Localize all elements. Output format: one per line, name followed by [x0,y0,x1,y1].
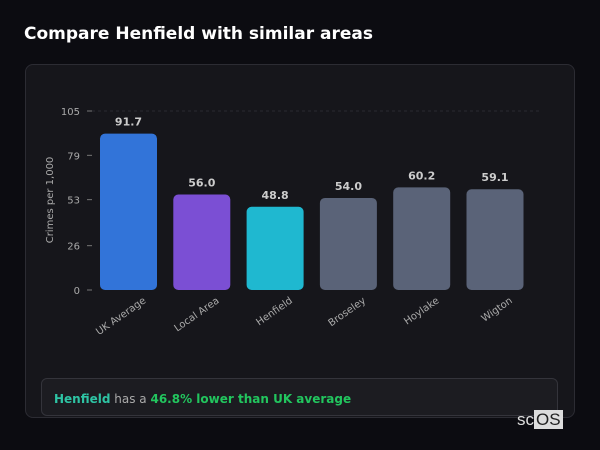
bar[interactable] [246,206,304,290]
data-label: 60.2 [408,169,435,182]
data-label: 59.1 [481,171,508,184]
x-tick-label: Wigton [480,295,515,324]
data-label: 54.0 [335,180,362,193]
y-axis-label: Crimes per 1,000 [45,157,56,244]
y-tick-label: 105 [61,107,80,118]
logo-text-box: OS [534,410,563,429]
bar[interactable] [100,133,157,290]
area-name: Henfield [54,392,111,406]
x-tick-label: Broseley [327,295,369,329]
page-title: Compare Henfield with similar areas [24,24,373,44]
logo: sc OS [517,410,563,430]
x-tick-label: Local Area [173,295,222,334]
logo-text: sc [517,410,534,429]
bar[interactable] [466,189,524,290]
note-text: has a [110,392,151,406]
y-tick-label: 26 [67,242,80,253]
data-label: 91.7 [115,116,142,129]
x-tick-label: UK Average [94,295,148,337]
data-label: 56.0 [188,177,215,190]
x-tick-label: Henfield [254,295,294,328]
data-label: 48.8 [262,189,289,202]
bar[interactable] [173,194,231,290]
y-tick-label: 0 [74,286,80,297]
comparison-highlight: 46.8% lower than UK average [150,392,352,406]
summary-note: Henfield has a 46.8% lower than UK avera… [41,378,558,416]
bar[interactable] [319,197,377,290]
x-tick-label: Hoylake [402,295,441,327]
y-tick-label: 79 [67,151,80,162]
bar[interactable] [393,187,451,290]
y-tick-label: 53 [67,196,80,207]
